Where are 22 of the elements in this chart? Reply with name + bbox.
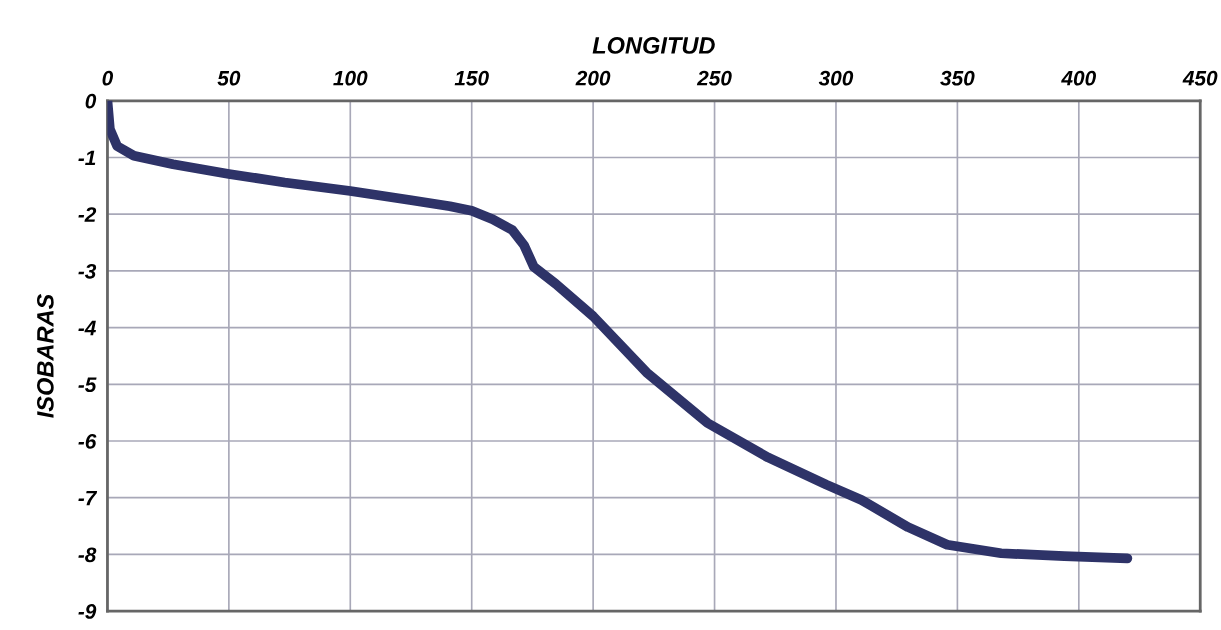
x-tick-label: 450: [1182, 70, 1218, 86]
y-tick-label: -4: [78, 320, 96, 336]
x-tick-label: 200: [575, 70, 611, 86]
x-tick-label: 250: [696, 70, 732, 86]
y-tick-label: -7: [78, 490, 98, 506]
x-tick-label: 50: [217, 70, 241, 86]
y-tick-label: -5: [78, 377, 97, 393]
x-tick-label: 0: [102, 70, 114, 86]
x-tick-label: 150: [454, 70, 489, 86]
y-tick-label: -8: [78, 547, 97, 563]
y-tick-label: 0: [85, 93, 97, 109]
y-axis-title: ISOBARAS: [36, 293, 54, 418]
y-tick-label: -3: [78, 263, 97, 279]
x-tick-label: 350: [940, 70, 975, 86]
y-tick-label: -2: [78, 207, 97, 222]
x-axis-title: LONGITUD: [592, 37, 715, 54]
x-tick-label: 100: [333, 70, 368, 86]
y-tick-label: -9: [78, 604, 97, 619]
x-tick-label: 400: [1061, 70, 1096, 86]
x-tick-label: 300: [818, 70, 854, 86]
y-tick-label: -1: [78, 150, 96, 166]
y-tick-label: -6: [78, 434, 97, 449]
